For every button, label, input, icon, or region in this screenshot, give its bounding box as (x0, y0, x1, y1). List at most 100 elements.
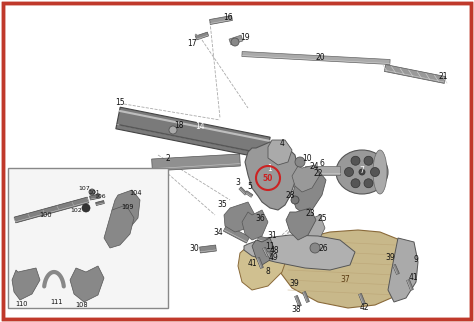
Text: 100: 100 (40, 212, 52, 218)
Text: 37: 37 (340, 276, 350, 285)
Ellipse shape (373, 150, 387, 194)
Polygon shape (292, 165, 320, 192)
Text: 42: 42 (359, 304, 369, 312)
Polygon shape (305, 166, 340, 175)
Circle shape (169, 126, 177, 134)
Circle shape (364, 156, 373, 165)
Polygon shape (407, 279, 413, 290)
Polygon shape (244, 235, 355, 270)
Text: 34: 34 (213, 228, 223, 236)
Text: 21: 21 (438, 71, 448, 80)
Polygon shape (239, 187, 247, 195)
Circle shape (351, 156, 360, 165)
Ellipse shape (336, 150, 388, 194)
Text: 15: 15 (115, 98, 125, 107)
Polygon shape (286, 208, 316, 240)
Text: 50: 50 (263, 174, 273, 183)
Text: 28: 28 (285, 191, 295, 200)
Text: 5: 5 (247, 182, 253, 191)
Polygon shape (195, 32, 209, 40)
Polygon shape (200, 245, 216, 253)
Circle shape (295, 157, 305, 167)
Polygon shape (238, 240, 288, 290)
Polygon shape (116, 107, 270, 159)
Polygon shape (292, 170, 326, 215)
Text: 41: 41 (247, 260, 257, 269)
Circle shape (291, 196, 299, 204)
Circle shape (364, 179, 373, 188)
Text: 41: 41 (408, 273, 418, 282)
Text: 108: 108 (76, 302, 88, 308)
Polygon shape (388, 238, 418, 302)
Text: 18: 18 (174, 120, 184, 129)
Text: 31: 31 (267, 231, 277, 240)
Polygon shape (70, 266, 104, 302)
Polygon shape (384, 65, 446, 83)
Text: 36: 36 (255, 213, 265, 223)
Text: 30: 30 (189, 243, 199, 252)
Text: 1: 1 (268, 164, 273, 173)
Polygon shape (152, 154, 240, 171)
Text: 49: 49 (269, 253, 279, 262)
Polygon shape (267, 251, 273, 261)
Text: 11: 11 (265, 242, 275, 251)
Circle shape (359, 169, 365, 175)
Text: 10: 10 (302, 154, 312, 163)
Text: 22: 22 (313, 168, 323, 177)
Polygon shape (302, 215, 325, 248)
Polygon shape (229, 35, 243, 45)
Polygon shape (224, 202, 255, 232)
Polygon shape (257, 236, 271, 244)
Polygon shape (104, 205, 134, 248)
Polygon shape (302, 291, 310, 303)
Polygon shape (268, 140, 292, 165)
Polygon shape (278, 230, 410, 308)
Polygon shape (252, 238, 274, 265)
Circle shape (82, 204, 90, 212)
Polygon shape (14, 197, 89, 223)
Polygon shape (359, 293, 365, 305)
Polygon shape (223, 225, 250, 243)
Polygon shape (295, 296, 301, 307)
Text: 14: 14 (195, 121, 205, 130)
Text: 20: 20 (315, 52, 325, 62)
Text: 9: 9 (413, 255, 419, 264)
Text: 102: 102 (70, 207, 82, 213)
Text: 39: 39 (385, 253, 395, 262)
Text: 107: 107 (78, 185, 90, 191)
Circle shape (371, 167, 380, 176)
Text: 7: 7 (360, 166, 365, 175)
Circle shape (351, 179, 360, 188)
Text: 2: 2 (165, 154, 170, 163)
Text: 25: 25 (317, 213, 327, 223)
Circle shape (231, 38, 239, 46)
Text: 106: 106 (94, 194, 106, 198)
Text: 19: 19 (240, 33, 250, 42)
Text: 104: 104 (130, 190, 142, 196)
Polygon shape (210, 15, 232, 24)
Text: 35: 35 (217, 200, 227, 209)
Text: 109: 109 (122, 204, 134, 210)
Text: 4: 4 (280, 138, 284, 147)
Polygon shape (12, 268, 40, 300)
Text: 23: 23 (305, 209, 315, 217)
Text: 3: 3 (236, 177, 240, 186)
Text: 39: 39 (289, 279, 299, 289)
Polygon shape (90, 194, 100, 200)
Circle shape (345, 167, 354, 176)
Text: 38: 38 (291, 306, 301, 315)
Bar (8, 168, 168, 308)
Text: 26: 26 (318, 243, 328, 252)
Polygon shape (242, 210, 268, 240)
Text: 48: 48 (269, 245, 279, 254)
Polygon shape (245, 142, 298, 210)
Text: 6: 6 (319, 158, 324, 167)
Polygon shape (96, 201, 104, 205)
Circle shape (310, 243, 320, 253)
Text: 101: 101 (88, 190, 100, 194)
Text: 8: 8 (265, 268, 270, 277)
Text: 17: 17 (187, 39, 197, 48)
Text: 16: 16 (223, 13, 233, 22)
Polygon shape (392, 264, 400, 275)
Polygon shape (263, 247, 269, 257)
